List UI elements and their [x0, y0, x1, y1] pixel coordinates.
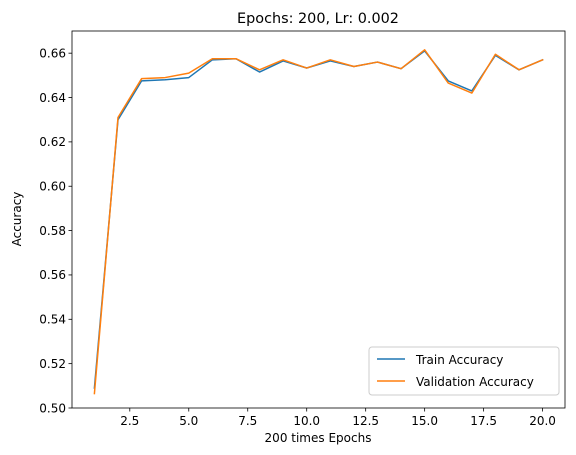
series-line-validation-accuracy — [93, 49, 544, 395]
x-axis-label: 200 times Epochs — [265, 431, 372, 445]
y-tick-label: 0.58 — [39, 224, 66, 238]
legend-label-train-accuracy: Train Accuracy — [415, 353, 503, 367]
y-tick-label: 0.52 — [39, 357, 66, 371]
x-tick-label: 2.5 — [120, 414, 139, 428]
y-tick-label: 0.50 — [39, 401, 66, 415]
y-tick-label: 0.66 — [39, 46, 66, 60]
x-tick-label: 15.0 — [411, 414, 438, 428]
y-tick-label: 0.64 — [39, 91, 66, 105]
legend: Train Accuracy Validation Accuracy — [368, 346, 560, 396]
x-tick-label: 10.0 — [293, 414, 320, 428]
plot-area: 2.5 5.0 7.5 10.0 12.5 15.0 17.5 20.0 0.500.520.… — [39, 30, 566, 428]
y-axis-ticks: 0.50 0.52 0.54 0.56 0.58 0.60 0.62 0.64 0.66 — [39, 46, 72, 415]
series-line-train-accuracy — [93, 50, 544, 389]
series-layer — [93, 49, 544, 395]
x-tick-label: 5.0 — [179, 414, 198, 428]
x-axis-ticks: 2.5 5.0 7.5 10.0 12.5 15.0 17.5 20.0 — [120, 408, 556, 428]
x-tick-label: 7.5 — [238, 414, 257, 428]
y-axis-label: Accuracy — [10, 192, 24, 247]
x-tick-label: 20.0 — [529, 414, 556, 428]
y-tick-label: 0.60 — [39, 180, 66, 194]
y-tick-label: 0.54 — [39, 313, 66, 327]
x-tick-label: 12.5 — [352, 414, 379, 428]
y-tick-label: 0.56 — [39, 268, 66, 282]
legend-label-validation-accuracy: Validation Accuracy — [416, 375, 534, 389]
chart-title: Epochs: 200, Lr: 0.002 — [237, 11, 399, 27]
y-tick-label: 0.62 — [39, 135, 66, 149]
x-tick-label: 17.5 — [470, 414, 497, 428]
legend-box — [368, 346, 560, 396]
plot-frame — [71, 30, 566, 409]
